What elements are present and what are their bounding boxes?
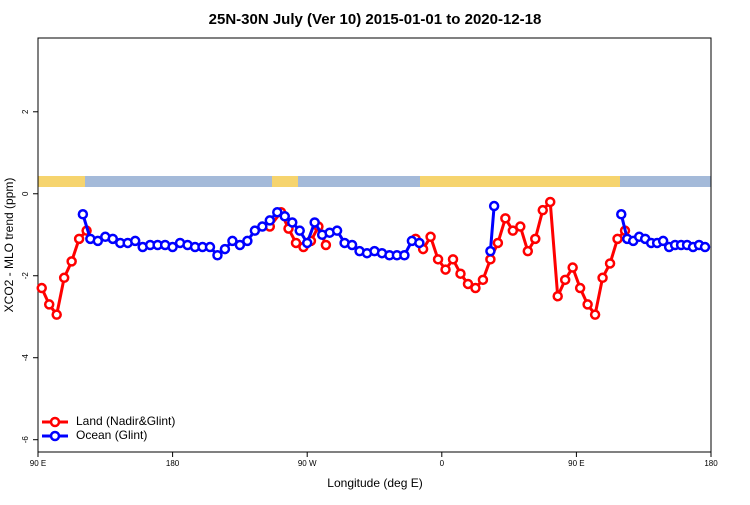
point [320,239,332,251]
point [399,249,410,261]
y-tick-label: -2 [21,272,30,280]
point [485,245,496,257]
x-axis-label: Longitude (deg E) [327,476,422,490]
point [66,256,77,267]
point [227,235,238,247]
point [219,243,231,255]
point [515,221,526,232]
point [488,200,500,212]
point [301,237,313,249]
x-tick-label: 180 [166,459,180,468]
point [589,309,601,320]
point [36,282,47,294]
point [447,254,459,265]
chart-title: 25N-30N July (Ver 10) 2015-01-01 to 2020… [209,11,542,28]
series [77,200,711,261]
point [264,215,276,226]
point [582,299,593,310]
point [234,239,246,251]
point [43,299,55,310]
point [604,258,616,269]
point [574,282,586,294]
point [286,217,298,228]
land-strip [272,176,298,187]
point [597,272,608,284]
point [167,241,178,253]
point [544,196,556,208]
point [346,239,358,251]
point [657,235,669,247]
point [507,225,519,236]
y-tick-label: -4 [21,354,30,362]
point [290,237,302,249]
x-tick-label: 90 E [30,459,46,468]
land-strip [38,176,85,187]
point [77,209,89,220]
point [470,282,481,294]
point [107,233,119,245]
x-tick-label: 180 [704,459,718,468]
point [204,241,216,253]
x-tick-label: 90 W [298,459,317,468]
point [249,225,261,236]
y-tick-label: 0 [21,191,30,196]
point [257,221,268,232]
x-tick-label: 90 E [568,459,584,468]
land-ocean-strip [38,176,711,187]
point [616,209,627,220]
point [440,264,451,275]
point [73,233,85,245]
legend-label: Ocean (Glint) [76,428,147,442]
point [294,225,305,236]
land-strip [420,176,620,187]
ocean-strip [38,176,711,187]
point [552,290,563,302]
point [500,213,511,224]
point [309,217,320,228]
point [272,206,283,218]
point [58,272,70,284]
point [537,204,548,216]
point [559,274,571,286]
legend-marker [49,416,61,428]
point [485,254,496,265]
point [414,237,425,249]
point [51,309,62,320]
plot-frame [37,37,712,453]
point [242,235,253,247]
legend-marker [49,430,61,442]
point [279,211,291,222]
point [699,241,711,253]
y-axis-label: XCO2 - MLO trend (ppm) [2,178,16,313]
point [477,274,489,286]
y-tick-label: -6 [21,436,30,444]
point [455,268,466,279]
point [492,237,504,249]
point [567,262,578,273]
x-tick-label: 0 [440,459,445,468]
point [92,235,104,247]
point [129,235,141,247]
point [212,249,223,261]
point [612,233,623,245]
legend-label: Land (Nadir&Glint) [76,414,175,428]
y-tick-label: 2 [21,109,30,114]
point [425,231,436,243]
point [530,233,541,245]
point [432,254,444,265]
point [522,245,534,257]
point [462,278,474,290]
point [331,225,343,236]
